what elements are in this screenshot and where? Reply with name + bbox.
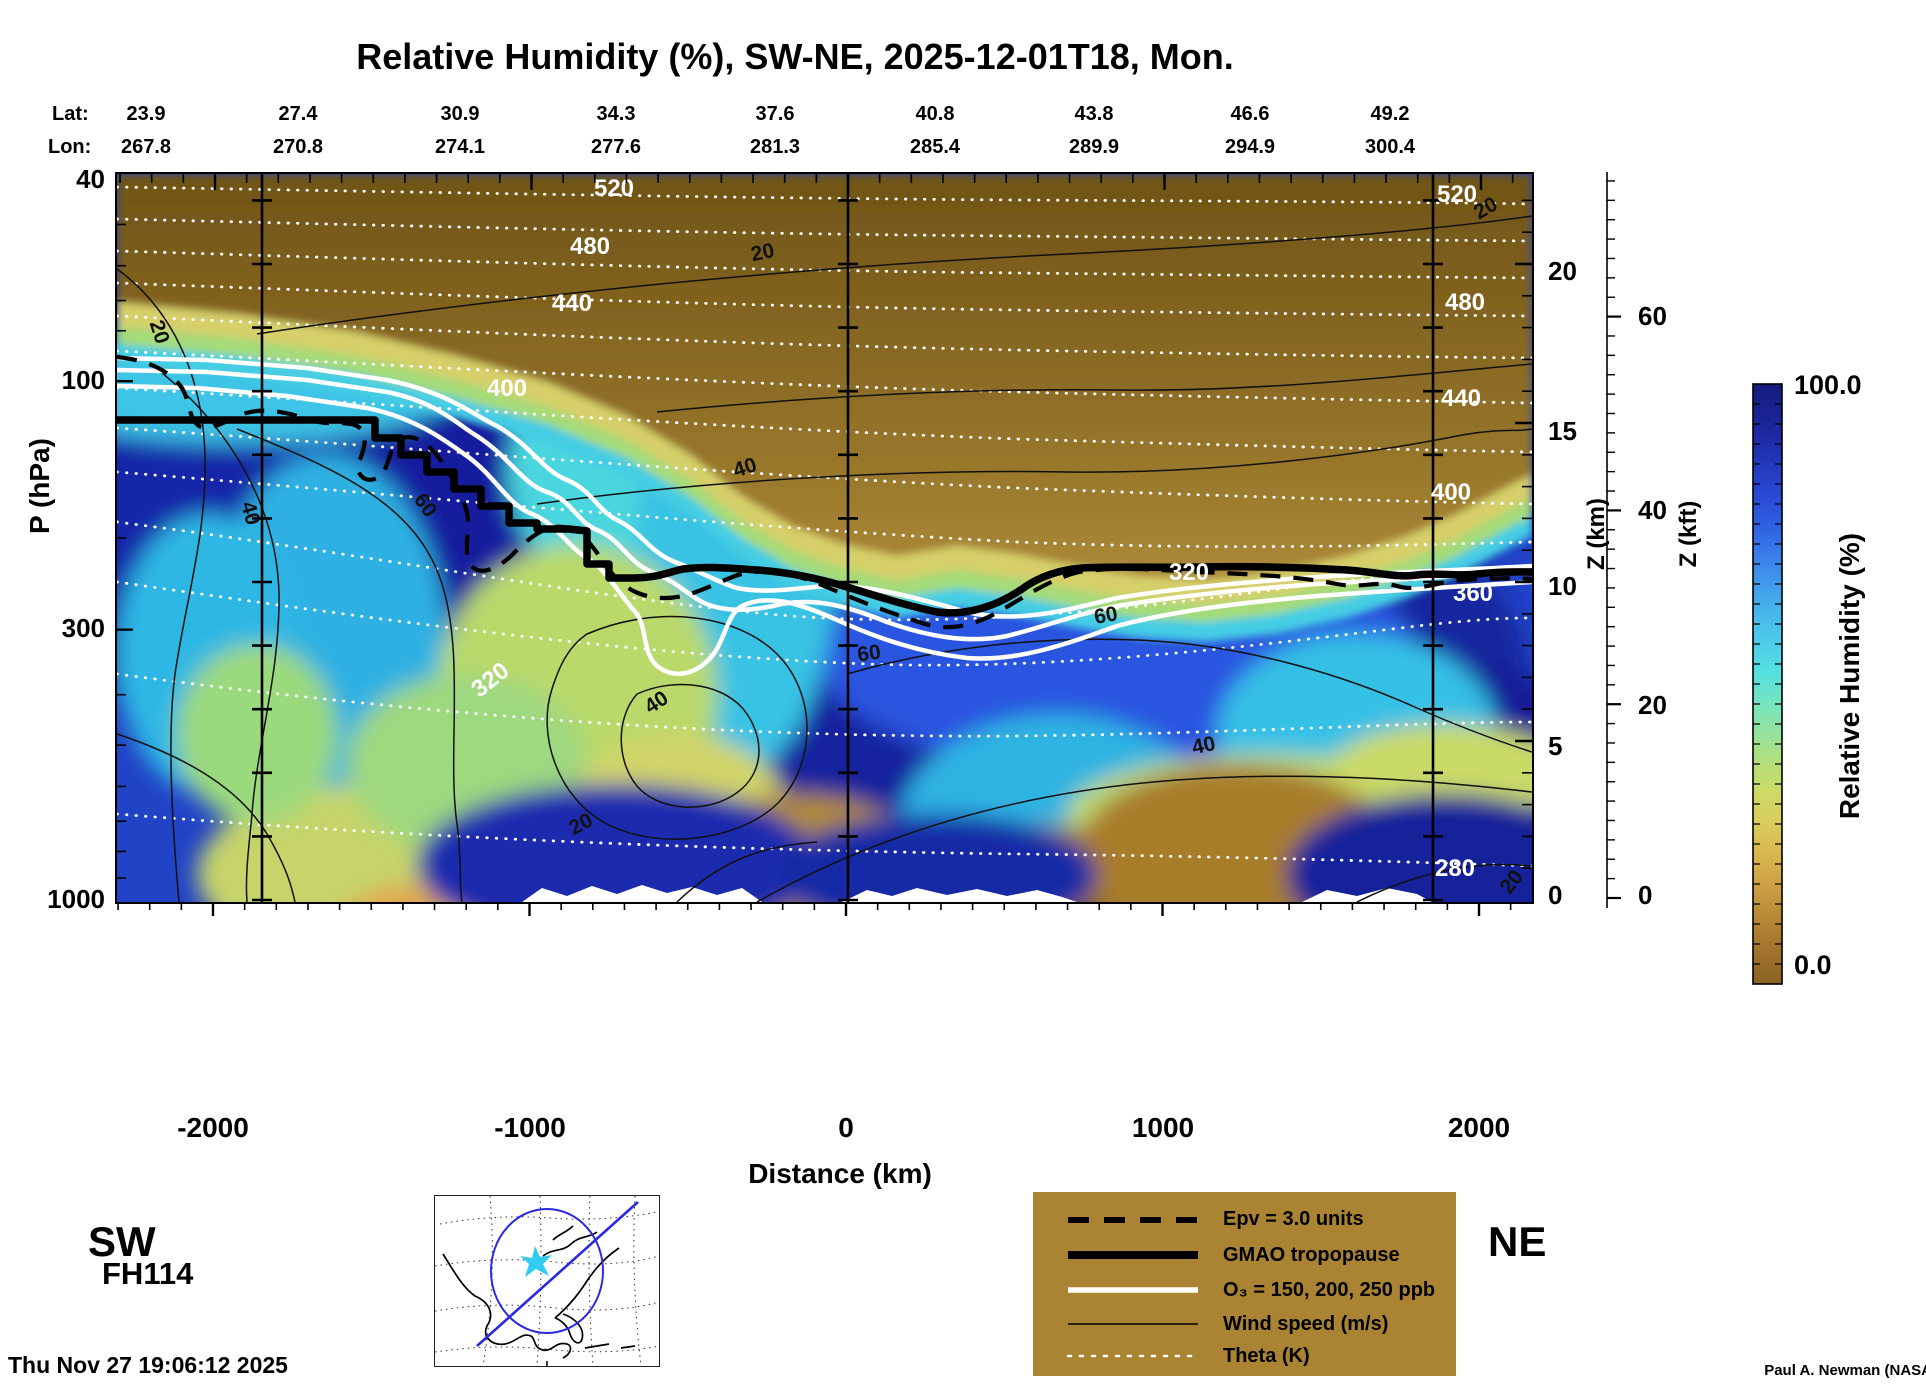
map-range-circle <box>490 1208 604 1334</box>
wind-label: 20 <box>749 239 777 266</box>
map-location-star <box>520 1246 552 1277</box>
legend-item-epv: Epv = 3.0 units <box>1223 1208 1364 1230</box>
lat-value: 46.6 <box>1230 103 1270 125</box>
lat-value: 30.9 <box>440 103 480 125</box>
legend-item-ozone: O₃ = 150, 200, 250 ppb <box>1223 1279 1436 1301</box>
p-tick-1000: 1000 <box>47 884 105 914</box>
p-tick-300: 300 <box>61 613 105 643</box>
theta-label: 480 <box>570 233 610 260</box>
p-tick-100: 100 <box>61 365 105 395</box>
theta-label: 480 <box>1445 289 1485 316</box>
map-graticule <box>434 1195 660 1367</box>
x-tick: 0 <box>838 1112 854 1143</box>
x-tick: -2000 <box>177 1112 249 1143</box>
theta-label: 320 <box>1169 559 1209 586</box>
x-tick: 1000 <box>1131 1112 1195 1143</box>
theta-label: 440 <box>1441 385 1481 412</box>
theta-label: 400 <box>1431 479 1471 506</box>
p-axis-label: P (hPa) <box>24 438 55 534</box>
lat-value: 27.4 <box>278 103 318 125</box>
creation-timestamp: Thu Nov 27 19:06:12 2025 <box>8 1352 288 1378</box>
theta-label: 400 <box>487 375 527 402</box>
rh-field-canvas: 520 480 440 400 320 520 480 440 400 360 … <box>117 174 1532 902</box>
overlay-legend: Epv = 3.0 units GMAO tropopause O₃ = 150… <box>1033 1192 1456 1376</box>
lon-value: 267.8 <box>120 136 172 158</box>
lon-row-label: Lon: <box>48 136 92 158</box>
colorbar <box>1752 383 1783 985</box>
colorbar-axis-label: Relative Humidity (%) <box>1834 532 1865 820</box>
lon-value: 277.6 <box>590 136 642 158</box>
lon-value: 281.3 <box>749 136 801 158</box>
lat-value: 37.6 <box>755 103 795 125</box>
theta-label: 520 <box>594 175 634 202</box>
legend-item-tropopause: GMAO tropopause <box>1223 1244 1400 1266</box>
lon-value: 289.9 <box>1068 136 1120 158</box>
waypoint-lines <box>260 174 1435 902</box>
zkft-tick: 0 <box>1638 880 1653 910</box>
lat-value: 23.9 <box>126 103 166 125</box>
theta-label: 360 <box>1453 580 1493 607</box>
lon-value: 274.1 <box>434 136 486 158</box>
sw-endpoint-label: SW <box>88 1218 156 1265</box>
run-id-label: FH114 <box>102 1256 194 1291</box>
epv-contour <box>117 354 1532 630</box>
waypoint-line-ticks <box>252 199 1443 902</box>
zkft-tick: 20 <box>1638 690 1667 720</box>
theta-label: 280 <box>1435 855 1475 882</box>
ozone-contours <box>117 355 1532 676</box>
zkft-axis <box>1606 172 1621 908</box>
wind-contours <box>117 215 1532 902</box>
map-inset <box>434 1195 660 1367</box>
credit-text: Paul A. Newman (NASA <box>1764 1362 1926 1379</box>
p-tick-40: 40 <box>76 164 105 194</box>
legend-line-samples <box>1066 1217 1200 1358</box>
x-tick: -1000 <box>494 1112 566 1143</box>
colorbar-max-label: 100.0 <box>1794 370 1862 400</box>
lat-row-label: Lat: <box>52 103 89 125</box>
x-tick: 2000 <box>1447 1112 1511 1143</box>
cross-section-plot: 520 480 440 400 320 520 480 440 400 360 … <box>115 172 1534 904</box>
tropopause-line <box>117 416 1532 617</box>
lat-value: 49.2 <box>1370 103 1410 125</box>
axis-ticks <box>117 174 1532 879</box>
page-title: Relative Humidity (%), SW-NE, 2025-12-01… <box>356 36 1234 77</box>
x-axis-label: Distance (km) <box>748 1158 932 1189</box>
colorbar-ticks <box>1753 403 1782 965</box>
theta-label: 440 <box>552 290 592 317</box>
zkft-tick: 60 <box>1638 301 1667 331</box>
bottom-axis-ticks <box>117 902 1512 916</box>
lat-value: 40.8 <box>915 103 955 125</box>
legend-item-theta: Theta (K) <box>1223 1345 1310 1367</box>
zkm-tick: 10 <box>1548 571 1577 601</box>
theta-label: 520 <box>1437 181 1477 208</box>
zkm-tick: 15 <box>1548 416 1577 446</box>
map-coastline <box>442 1225 636 1359</box>
map-section-track <box>476 1201 639 1347</box>
lon-value: 294.9 <box>1224 136 1276 158</box>
lat-value: 43.8 <box>1074 103 1114 125</box>
zkm-tick: 0 <box>1548 880 1563 910</box>
lon-value: 270.8 <box>272 136 324 158</box>
colorbar-min-label: 0.0 <box>1794 950 1832 980</box>
wind-label: 40 <box>1190 732 1218 759</box>
wind-label: 60 <box>856 641 882 667</box>
zkft-axis-label: Z (kft) <box>1675 500 1702 568</box>
lon-value: 285.4 <box>909 136 961 158</box>
lat-value: 34.3 <box>596 103 636 125</box>
surface-notches <box>522 885 1432 902</box>
lon-value: 300.4 <box>1364 136 1416 158</box>
zkm-tick: 5 <box>1548 731 1563 761</box>
theta-contours <box>117 185 1532 868</box>
zkm-tick: 20 <box>1548 256 1577 286</box>
zkft-tick: 40 <box>1638 495 1667 525</box>
ne-endpoint-label: NE <box>1488 1218 1547 1265</box>
legend-item-wind: Wind speed (m/s) <box>1223 1313 1389 1335</box>
map-inset-canvas <box>434 1195 660 1367</box>
wind-label: 60 <box>1092 602 1119 629</box>
